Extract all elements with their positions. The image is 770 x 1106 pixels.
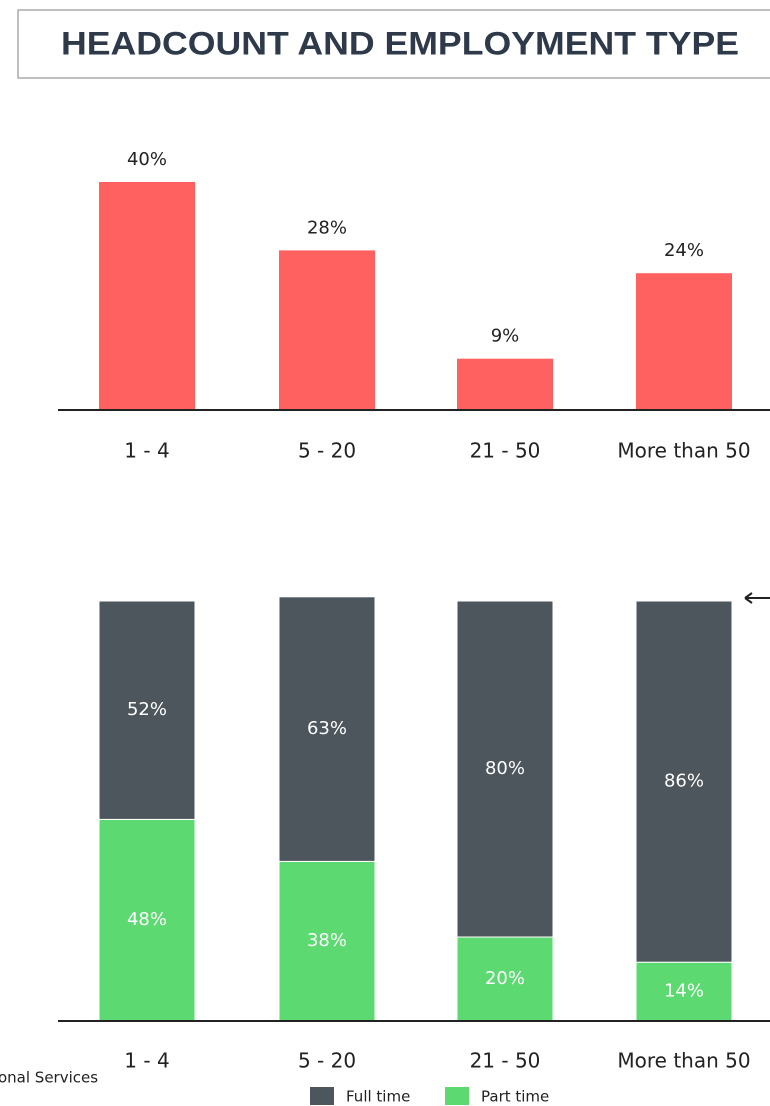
- bar-segment: [635, 961, 733, 1022]
- bar: [99, 182, 195, 410]
- value-label: 80%: [485, 758, 525, 779]
- x-tick-label: 21 - 50: [470, 1049, 541, 1073]
- value-label: 52%: [127, 699, 167, 720]
- value-label: 38%: [307, 930, 347, 951]
- value-label: 86%: [664, 771, 704, 792]
- bar-segment: [635, 600, 733, 963]
- x-tick-label: More than 50: [617, 439, 750, 463]
- bar-segment: [98, 600, 196, 820]
- value-label: 20%: [485, 968, 525, 989]
- x-tick-label: 1 - 4: [124, 1049, 169, 1073]
- footnote: onal Services: [0, 1069, 98, 1087]
- bar: [636, 273, 732, 410]
- bar: [457, 358, 553, 410]
- value-label: 63%: [307, 718, 347, 739]
- value-label: 9%: [491, 326, 520, 347]
- legend-label: Full time: [346, 1088, 410, 1106]
- bar: [279, 250, 375, 410]
- bar-segment: [456, 600, 554, 938]
- x-tick-label: 5 - 20: [298, 1049, 356, 1073]
- value-label: 40%: [127, 149, 167, 170]
- value-label: 14%: [664, 981, 704, 1002]
- x-tick-label: More than 50: [617, 1049, 750, 1073]
- bar-segment: [278, 596, 376, 862]
- legend-label: Part time: [481, 1088, 549, 1106]
- bar-segment: [98, 818, 196, 1022]
- x-tick-label: 5 - 20: [298, 439, 356, 463]
- value-label: 28%: [307, 217, 347, 238]
- title: HEADCOUNT AND EMPLOYMENT TYPE: [61, 25, 739, 61]
- x-tick-label: 21 - 50: [470, 439, 541, 463]
- value-label: 24%: [664, 240, 704, 261]
- legend-swatch: [310, 1087, 334, 1105]
- title-box: [17, 9, 770, 79]
- arrow: [744, 592, 770, 604]
- legend-swatch: [445, 1087, 469, 1105]
- x-tick-label: 1 - 4: [124, 439, 169, 463]
- value-label: 48%: [127, 909, 167, 930]
